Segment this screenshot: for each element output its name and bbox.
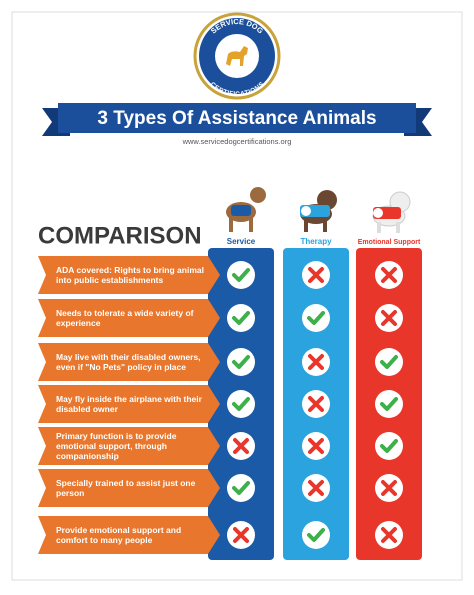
check	[307, 528, 325, 542]
check-icon	[227, 390, 255, 418]
cross	[233, 438, 249, 454]
cross-icon	[375, 474, 403, 502]
check-icon	[302, 521, 330, 549]
banner	[58, 103, 416, 133]
cross	[381, 527, 397, 543]
cross-icon	[227, 432, 255, 460]
cross	[308, 267, 324, 283]
check-icon	[227, 261, 255, 289]
cross	[233, 527, 249, 543]
check-icon	[375, 390, 403, 418]
check-icon	[375, 432, 403, 460]
check	[232, 355, 250, 369]
cross-icon	[302, 348, 330, 376]
check	[232, 397, 250, 411]
row-label: Specially trained to assist just one per…	[38, 469, 220, 507]
cross	[308, 438, 324, 454]
cross-icon	[302, 474, 330, 502]
row-label: May fly inside the airplane with their d…	[38, 385, 220, 423]
row-label: ADA covered: Rights to bring animal into…	[38, 256, 220, 294]
cross-icon	[302, 261, 330, 289]
column-header: Therapy	[300, 237, 332, 246]
check	[380, 355, 398, 369]
check-icon	[227, 348, 255, 376]
cross	[381, 267, 397, 283]
banner-title: 3 Types Of Assistance Animals	[97, 108, 376, 129]
cross-icon	[375, 261, 403, 289]
cross	[381, 310, 397, 326]
check-icon	[375, 348, 403, 376]
row-label: Provide emotional support and comfort to…	[38, 516, 220, 554]
comparison-heading: COMPARISON	[38, 222, 202, 249]
check	[232, 268, 250, 282]
dog-emotional	[372, 191, 411, 233]
column-header: Service	[227, 237, 256, 246]
dog-service	[226, 187, 266, 232]
cross	[308, 480, 324, 496]
cross-icon	[375, 521, 403, 549]
check	[232, 311, 250, 325]
check	[307, 311, 325, 325]
check	[232, 481, 250, 495]
cross	[381, 480, 397, 496]
cross-icon	[375, 304, 403, 332]
check	[380, 397, 398, 411]
check-icon	[227, 474, 255, 502]
row-label: May live with their disabled owners, eve…	[38, 343, 220, 381]
logo-dog	[226, 46, 248, 66]
row-label: Needs to tolerate a wide variety of expe…	[38, 299, 220, 337]
dog-therapy	[300, 190, 337, 232]
cross-icon	[302, 432, 330, 460]
cross-icon	[302, 390, 330, 418]
column-header: Emotional Support	[358, 239, 421, 246]
banner-url: www.servicedogcertifications.org	[182, 137, 292, 146]
check-icon	[302, 304, 330, 332]
cross	[308, 396, 324, 412]
check-icon	[227, 304, 255, 332]
cross-icon	[227, 521, 255, 549]
border	[11, 11, 463, 581]
check	[380, 439, 398, 453]
row-label: Primary function is to provide emotional…	[38, 427, 220, 465]
cross	[308, 354, 324, 370]
